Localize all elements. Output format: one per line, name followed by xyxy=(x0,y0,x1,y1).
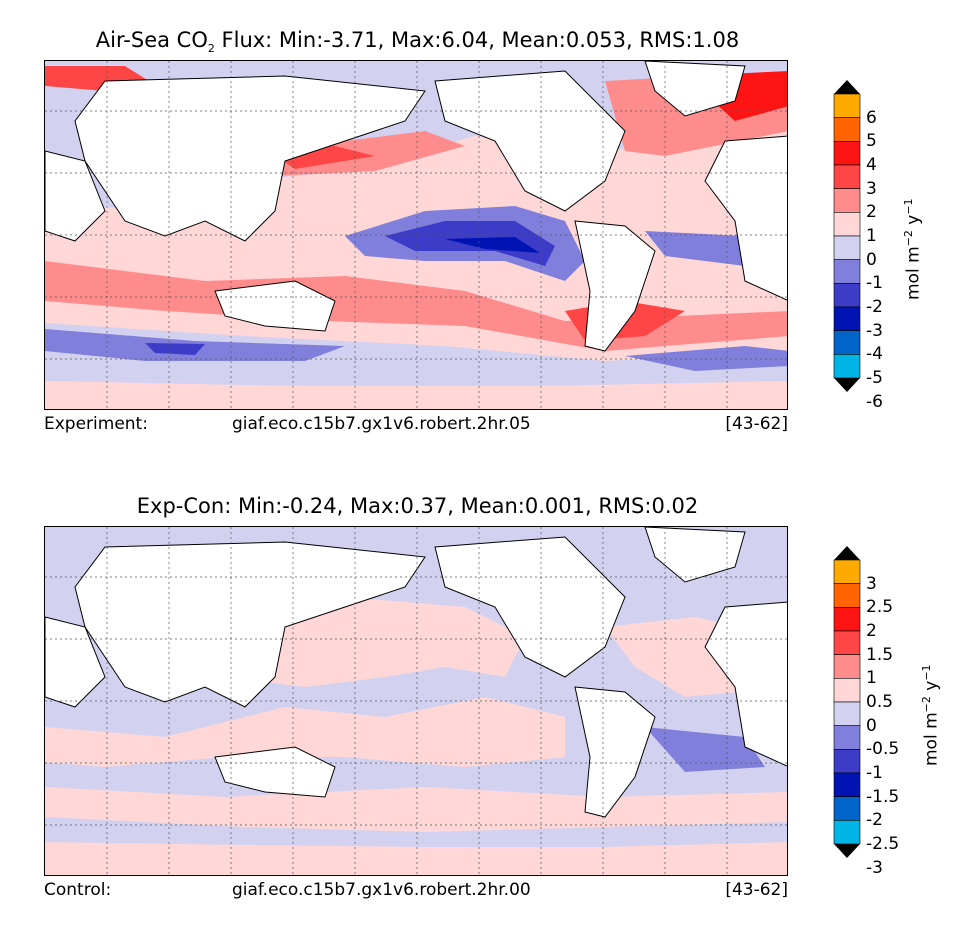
map-difference-svg xyxy=(45,527,787,875)
colorbar-segment xyxy=(833,583,861,608)
colorbar-tick-label: 6 xyxy=(866,107,877,128)
diff-land-greenland xyxy=(644,527,746,583)
colorbar-segment xyxy=(833,93,861,118)
colorbar-experiment-units: mol m−2 y−1 xyxy=(902,198,924,300)
colorbar-segment xyxy=(833,164,861,189)
colorbar-tick-label: 5 xyxy=(866,131,877,152)
diff-land-australia xyxy=(214,746,336,798)
colorbar-tick-label: -3 xyxy=(866,320,883,341)
colorbar-segment xyxy=(833,117,861,142)
colorbar-segment xyxy=(833,796,861,821)
colorbar-tick-label: 2 xyxy=(866,621,877,641)
land-europe-africa-west xyxy=(45,150,106,242)
colorbar-tick-label: 1 xyxy=(866,226,877,246)
colorbar-difference-units: mol m−2 y−1 xyxy=(920,664,942,766)
colorbar-difference-svg xyxy=(833,546,861,858)
colorbar-tick-label: -2 xyxy=(866,810,883,831)
diff-zone-pos-tropics xyxy=(45,697,565,767)
diff-zone-neg2-atlantic xyxy=(645,727,765,772)
colorbar-tick-label: -2.5 xyxy=(866,834,900,854)
colorbar-experiment-svg xyxy=(833,80,861,392)
footer-years-experiment: [43-62] xyxy=(725,414,788,434)
land-north-america xyxy=(434,70,626,212)
footer-case-control: giaf.eco.c15b7.gx1v6.robert.2hr.00 xyxy=(232,880,531,900)
colorbar-segment xyxy=(833,188,861,213)
colorbar-segment xyxy=(833,235,861,260)
colorbar-tick-label: -3 xyxy=(866,857,883,878)
colorbar-extend-max-arrow xyxy=(834,546,860,560)
colorbar-extend-min-arrow xyxy=(834,844,860,858)
colorbar-tick-label: 2.5 xyxy=(866,597,894,618)
diff-land-europe-africa-west xyxy=(45,616,106,708)
colorbar-tick-label: -1.5 xyxy=(866,786,900,807)
colorbar-segment xyxy=(833,701,861,726)
colorbar-tick-label: -5 xyxy=(866,368,883,388)
diff-zone-neg-south-band xyxy=(45,817,787,847)
colorbar-tick-label: -2 xyxy=(866,297,883,317)
flux-zone-neg2-southern-e xyxy=(625,346,787,371)
colorbar-segment xyxy=(833,212,861,237)
colorbar-tick-label: 1 xyxy=(866,668,877,689)
footer-years-control: [43-62] xyxy=(725,880,788,900)
colorbar-segment xyxy=(833,259,861,284)
panel2-title: Exp-Con: Min:-0.24, Max:0.37, Mean:0.001… xyxy=(136,494,699,518)
colorbar-segment xyxy=(833,306,861,331)
colorbar-tick-label: -6 xyxy=(866,391,883,412)
panel1-title: Air-Sea CO2 Flux: Min:-3.71, Max:6.04, M… xyxy=(95,28,740,56)
colorbar-segment xyxy=(833,283,861,308)
colorbar-tick-label: -0.5 xyxy=(866,739,900,760)
colorbar-difference xyxy=(833,546,861,858)
land-south-america xyxy=(574,220,656,352)
panel2-footer: Control: giaf.eco.c15b7.gx1v6.robert.2hr… xyxy=(44,880,788,902)
colorbar-segment xyxy=(833,725,861,750)
flux-zone-pos-antarctic xyxy=(45,381,787,409)
colorbar-tick-label: -1 xyxy=(866,763,883,783)
colorbar-segment xyxy=(833,330,861,355)
map-experiment-svg xyxy=(45,61,787,409)
colorbar-extend-max-arrow xyxy=(834,80,860,94)
land-eurasia xyxy=(74,75,426,242)
footer-case-experiment: giaf.eco.c15b7.gx1v6.robert.2hr.05 xyxy=(232,414,531,434)
colorbar-tick-label: 3 xyxy=(866,573,877,594)
colorbar-segment xyxy=(833,749,861,774)
colorbar-extend-min-arrow xyxy=(834,378,860,392)
flux-zone-neg3-eq-pacific xyxy=(445,237,540,253)
flux-zone-neg3-southern xyxy=(145,343,205,355)
diff-land-north-america xyxy=(434,536,626,678)
land-australia xyxy=(214,280,336,332)
colorbar-segment xyxy=(833,607,861,632)
colorbar-tick-label: -1 xyxy=(866,273,883,294)
colorbar-experiment xyxy=(833,80,861,392)
colorbar-segment xyxy=(833,772,861,797)
colorbar-tick-label: 0 xyxy=(866,715,877,736)
map-experiment xyxy=(44,60,788,410)
colorbar-segment xyxy=(833,559,861,584)
colorbar-segment xyxy=(833,678,861,703)
diff-land-south-america xyxy=(574,686,656,818)
footer-label-experiment: Experiment: xyxy=(44,414,148,434)
colorbar-tick-label: 3 xyxy=(866,178,877,199)
colorbar-segment xyxy=(833,654,861,679)
diff-land-masses xyxy=(45,527,787,818)
land-africa xyxy=(704,135,787,301)
land-masses xyxy=(45,61,787,352)
colorbar-tick-label: 0 xyxy=(866,249,877,270)
footer-label-control: Control: xyxy=(44,880,112,900)
colorbar-segment xyxy=(833,354,861,379)
colorbar-segment xyxy=(833,630,861,655)
diff-graticule xyxy=(45,527,787,875)
panel1-footer: Experiment: giaf.eco.c15b7.gx1v6.robert.… xyxy=(44,414,788,436)
colorbar-segment xyxy=(833,141,861,166)
diff-land-eurasia xyxy=(74,541,426,708)
land-greenland xyxy=(644,61,746,117)
colorbar-tick-label: 1.5 xyxy=(866,644,894,665)
colorbar-segment xyxy=(833,820,861,845)
colorbar-tick-label: 4 xyxy=(866,155,877,175)
graticule xyxy=(45,61,787,409)
colorbar-tick-label: 2 xyxy=(866,202,877,223)
map-difference xyxy=(44,526,788,876)
diff-land-africa xyxy=(704,601,787,767)
colorbar-tick-label: 0.5 xyxy=(866,692,894,712)
colorbar-tick-label: -4 xyxy=(866,344,883,365)
